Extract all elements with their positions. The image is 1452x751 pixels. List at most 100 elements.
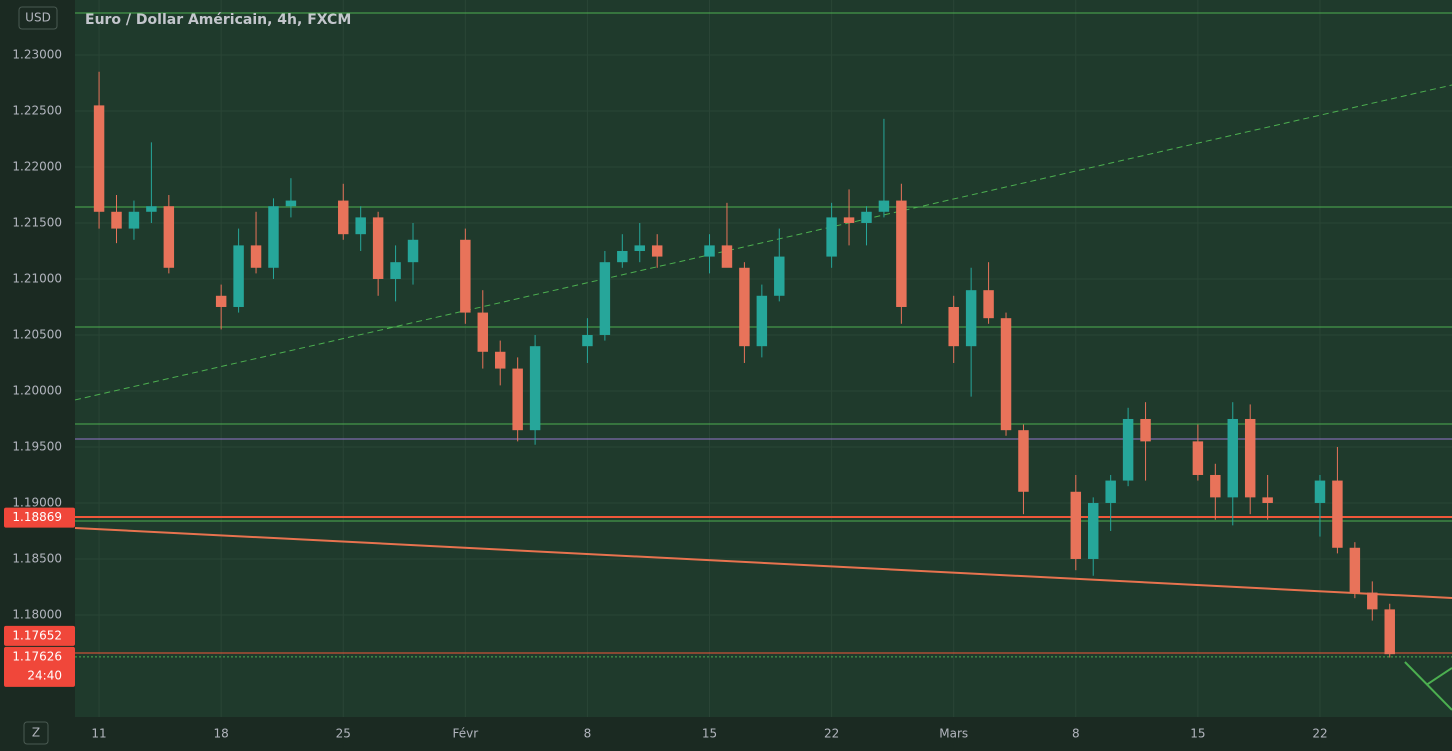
candle-body (1349, 547, 1361, 593)
candle-body (460, 239, 471, 313)
trend-line (1425, 667, 1452, 686)
candle-body (1018, 430, 1029, 492)
candle-body (1227, 418, 1238, 498)
y-tick-label: 1.23000 (12, 47, 62, 61)
trend-line (74, 84, 1452, 401)
x-tick-label: Mars (939, 727, 968, 741)
candle-body (948, 306, 959, 347)
x-tick-label: 18 (214, 727, 229, 741)
price-label: 1.17652 (12, 628, 62, 642)
candle-body (1087, 502, 1099, 559)
candle-body (878, 200, 890, 212)
candle-body (1367, 592, 1378, 610)
candle-body (529, 346, 541, 431)
candle-body (1070, 491, 1082, 559)
candle-body (250, 245, 262, 268)
candle-body (407, 239, 419, 263)
x-tick-label: 15 (1190, 727, 1205, 741)
candle-body (1140, 418, 1151, 442)
price-label: 1.18869 (12, 510, 62, 524)
candle-body (721, 245, 733, 268)
trend-line (1404, 661, 1452, 711)
candle-body (477, 312, 489, 352)
trend-line (74, 526, 1452, 599)
price-label-box (4, 507, 75, 528)
candle-body (617, 250, 628, 263)
candle-body (338, 200, 349, 235)
candle-body (111, 211, 122, 229)
y-tick-label: 1.22500 (12, 103, 62, 117)
candle-body (1105, 480, 1116, 503)
drawings (74, 12, 1452, 711)
candle-body (1384, 609, 1395, 655)
candle-body (233, 245, 244, 307)
x-tick-label: 8 (584, 727, 592, 741)
candle-body (861, 211, 872, 223)
x-tick-label: 11 (91, 727, 106, 741)
y-tick-label: 1.19000 (12, 495, 62, 509)
candle-body (1332, 480, 1343, 548)
candle-body (1192, 441, 1204, 475)
candle-body (268, 206, 279, 268)
candle-body (355, 217, 366, 235)
axes: 1.18000 1.18500 1.19000 1.19500 1.20000 1.205… (4, 47, 1328, 741)
grid (75, 0, 1452, 717)
candle-body (739, 267, 750, 347)
zoom-button[interactable]: Z (32, 726, 40, 740)
y-tick-label: 1.21000 (12, 271, 62, 285)
y-tick-label: 1.20000 (12, 383, 62, 397)
candle-body (1122, 418, 1134, 481)
y-tick-label: 1.21500 (12, 215, 62, 229)
candle-body (215, 295, 227, 307)
plot-background (75, 0, 1452, 717)
x-tick-label: 15 (702, 727, 717, 741)
candle-body (896, 200, 907, 307)
x-tick-label: 8 (1072, 727, 1080, 741)
candle-body (756, 295, 768, 347)
candle-body (826, 217, 837, 257)
candle-body (1244, 418, 1256, 498)
candle-body (599, 262, 611, 335)
zoom-button-box[interactable] (23, 721, 49, 745)
y-tick-label: 1.19500 (12, 439, 62, 453)
candle-body (704, 245, 715, 257)
candle-body (512, 368, 523, 431)
candle-body (774, 256, 785, 296)
chart-title: Euro / Dollar Américain, 4h, FXCM (85, 12, 351, 28)
candle-body (1000, 318, 1012, 431)
candle-body (582, 334, 593, 347)
candles (93, 71, 1395, 658)
candle-body (1262, 497, 1273, 503)
y-tick-label: 1.22000 (12, 159, 62, 173)
y-tick-label: 1.18500 (12, 551, 62, 565)
price-label: 1.17626 (12, 649, 62, 663)
y-tick-label: 1.18000 (12, 607, 62, 621)
candle-body (163, 206, 175, 268)
currency-box[interactable] (18, 6, 58, 30)
currency-label[interactable]: USD (25, 11, 51, 25)
candle-body (651, 245, 663, 257)
candle-body (965, 290, 977, 347)
candle-body (843, 217, 855, 223)
candle-body (93, 105, 105, 212)
x-tick-label: 22 (824, 727, 839, 741)
y-tick-label: 1.20500 (12, 327, 62, 341)
candle-body (494, 351, 506, 369)
x-tick-label: 22 (1312, 727, 1327, 741)
candle-body (634, 245, 645, 251)
candle-body (390, 262, 401, 279)
candle-body (372, 217, 384, 279)
candle-body (983, 290, 994, 319)
x-tick-label: Févr (453, 727, 479, 741)
candle-body (146, 206, 157, 212)
candle-body (128, 211, 140, 229)
price-label-box (4, 625, 75, 646)
price-axis-background (0, 0, 75, 751)
candle-body (1314, 480, 1326, 503)
candle-body (285, 200, 297, 207)
price-label-box (4, 646, 75, 687)
x-tick-label: 25 (336, 727, 351, 741)
countdown: 24:40 (27, 668, 62, 682)
